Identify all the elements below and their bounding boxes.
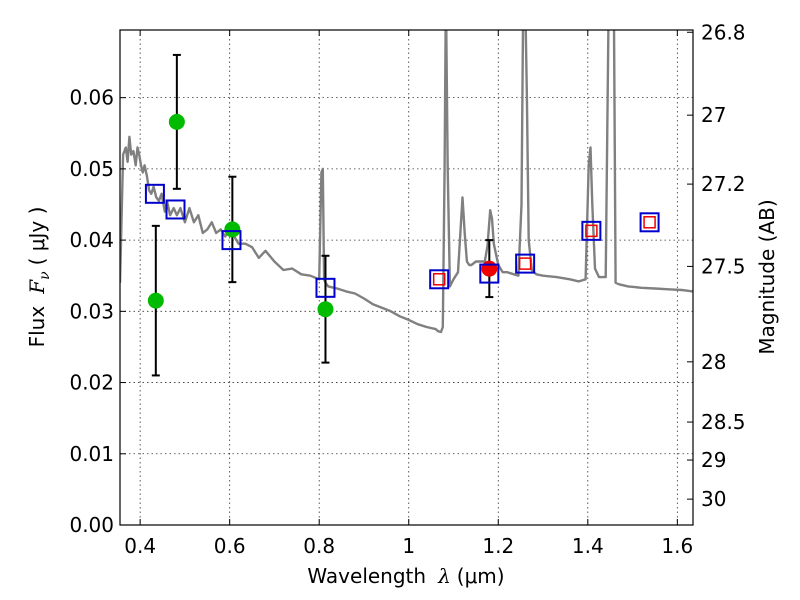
x-tick-label: 0.8 (303, 534, 335, 558)
y2-axis-label: Magnitude (AB) (755, 199, 779, 354)
green-point (147, 292, 164, 309)
x-tick-label: 1.2 (482, 534, 514, 558)
plot-frame (119, 29, 694, 526)
x-tick-label: 0.4 (124, 534, 156, 558)
y-tick-label: 0.02 (69, 371, 114, 395)
red-point (481, 260, 498, 277)
blue-square (315, 277, 336, 298)
y-tick-label: 0.04 (69, 228, 114, 252)
blue-square (581, 220, 602, 241)
blue-square (221, 230, 242, 251)
green-point (317, 301, 334, 318)
y2-tick-label: 29 (701, 448, 726, 472)
y2-tick-label: 28 (701, 350, 726, 374)
y-tick-label: 0.03 (69, 299, 114, 323)
x-tick-label: 1.4 (572, 534, 604, 558)
blue-square (515, 253, 536, 274)
y2-tick-label: 26.8 (701, 20, 746, 44)
y2-tick-label: 30 (701, 487, 726, 511)
green-point (224, 221, 241, 238)
x-tick-label: 1 (402, 534, 415, 558)
blue-square (479, 263, 500, 284)
plot-area (120, 30, 693, 334)
y-axis-label: FluxFν( μJy ) (25, 207, 53, 348)
red-square (432, 273, 446, 286)
y2-tick-label: 27 (701, 103, 726, 127)
y-tick-label: 0.05 (69, 157, 114, 181)
red-square (585, 224, 598, 238)
blue-square (144, 183, 165, 204)
green-point (168, 113, 185, 130)
y-tick-label: 0.06 (69, 86, 114, 110)
model-spectrum-line (120, 30, 693, 334)
ticks: 0.4 0.6 0.8 1 1.2 1.4 1.6 0.00 0.01 0.02 0.03 0.04 0… (69, 20, 745, 558)
blue-square (429, 269, 450, 290)
y2-tick-label: 28.5 (701, 410, 746, 434)
x-axis-label: Wavelength λ (μm) (307, 564, 504, 588)
y2-tick-label: 27.5 (701, 254, 746, 278)
x-tick-label: 0.6 (214, 534, 246, 558)
red-square (643, 216, 656, 229)
y-tick-label: 0.01 (69, 442, 114, 466)
x-tick-label: 1.6 (661, 534, 693, 558)
blue-square (165, 199, 186, 220)
markers (144, 53, 660, 377)
y2-tick-label: 27.2 (701, 172, 746, 196)
y-tick-label: 0.00 (69, 513, 114, 537)
blue-square (639, 212, 660, 233)
red-square (518, 257, 532, 270)
